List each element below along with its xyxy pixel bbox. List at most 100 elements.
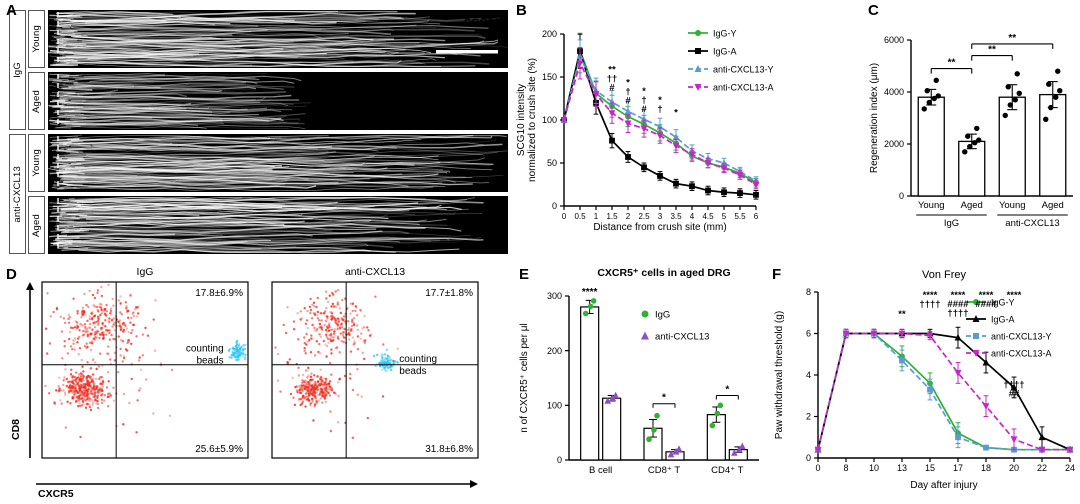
svg-text:4.5: 4.5 [702, 212, 714, 221]
svg-text:anti-CXCL13-Y: anti-CXCL13-Y [713, 64, 774, 74]
svg-text:1.5: 1.5 [606, 212, 618, 221]
svg-text:Young: Young [999, 200, 1026, 211]
svg-text:CXCR5⁺ cells in aged DRG: CXCR5⁺ cells in aged DRG [597, 267, 730, 279]
svg-text:5: 5 [722, 212, 727, 221]
micrograph-fibers: SCG10 [48, 10, 508, 68]
svg-text:††: †† [607, 74, 618, 85]
svg-text:Von Frey: Von Frey [922, 269, 967, 281]
svg-text:IgG: IgG [655, 309, 670, 320]
svg-text:2: 2 [806, 412, 811, 422]
panel-label-d: D [6, 266, 17, 283]
svg-text:anti-CXCL13-Y: anti-CXCL13-Y [991, 331, 1052, 341]
svg-text:13: 13 [897, 463, 907, 473]
svg-text:Paw withdrawal threshold (g): Paw withdrawal threshold (g) [774, 311, 785, 439]
svg-text:counting: counting [186, 343, 224, 354]
svg-text:100: 100 [542, 115, 557, 125]
svg-text:††††: †††† [947, 308, 968, 319]
panel-a-micrographs: SCG10 IgG anti-CXCL13 Young Aged Young A… [0, 0, 512, 262]
svg-text:Aged: Aged [961, 200, 983, 211]
svg-text:0: 0 [557, 455, 562, 465]
panel-label-e: E [519, 266, 530, 283]
svg-text:Day after injury: Day after injury [910, 480, 977, 491]
svg-text:IgG-A: IgG-A [991, 314, 1015, 324]
svg-text:17.8±6.9%: 17.8±6.9% [195, 288, 243, 299]
svg-text:CD8: CD8 [10, 419, 22, 440]
svg-text:anti-CXCL13: anti-CXCL13 [345, 266, 405, 278]
svg-text:††††: †††† [919, 299, 940, 310]
svg-text:200: 200 [542, 29, 557, 39]
svg-text:#: # [641, 104, 647, 115]
svg-text:SCG10 intensity: SCG10 intensity [516, 84, 527, 156]
treatment-label-anti-cxcl13: anti-CXCL13 [12, 165, 23, 223]
svg-text:5.5: 5.5 [734, 212, 746, 221]
svg-text:counting: counting [399, 354, 437, 365]
svg-text:0: 0 [899, 191, 904, 201]
svg-text:†: † [625, 87, 630, 98]
svg-text:CD4⁺ T: CD4⁺ T [711, 465, 743, 476]
svg-text:****: **** [1007, 290, 1022, 301]
svg-text:*: * [642, 86, 646, 97]
chart-D: IgG17.8±6.9%25.6±5.9%countingbeadsanti-C… [10, 266, 479, 500]
svg-text:Regeneration index (μm): Regeneration index (μm) [869, 63, 880, 173]
svg-text:#: # [625, 96, 631, 107]
svg-text:IgG-Y: IgG-Y [713, 28, 737, 38]
svg-text:2: 2 [626, 212, 631, 221]
svg-text:*: * [658, 95, 662, 106]
svg-text:0: 0 [815, 463, 820, 473]
svg-text:300: 300 [547, 291, 562, 301]
svg-text:20: 20 [1009, 463, 1019, 473]
svg-text:8: 8 [843, 463, 848, 473]
svg-text:††††: †††† [1003, 379, 1024, 390]
svg-text:17.7±1.8%: 17.7±1.8% [425, 288, 473, 299]
svg-text:†: † [641, 95, 646, 106]
svg-text:0: 0 [806, 453, 811, 463]
svg-text:anti-CXCL13-A: anti-CXCL13-A [991, 348, 1052, 358]
panel-label-a: A [6, 2, 17, 19]
panel-b-scg10-line-chart: 0 50 100 150 200 0 0.5 1 1.5 2 2.5 3 3.5 4 4.5 5 5.5 6 Dis… [516, 28, 774, 233]
treatment-group-box-igg: IgG [9, 10, 26, 130]
svg-text:17: 17 [953, 463, 963, 473]
age-label-young-2: Young [31, 149, 42, 177]
panel-d-flow-cytometry: IgG17.8±6.9%25.6±5.9%countingbeadsanti-C… [10, 266, 479, 500]
svg-text:IgG: IgG [944, 218, 959, 229]
svg-text:*: * [662, 393, 666, 404]
svg-text:*: * [626, 78, 630, 89]
micrograph-fibers [48, 196, 508, 254]
treatment-label-igg: IgG [12, 62, 23, 78]
svg-text:25.6±5.9%: 25.6±5.9% [195, 444, 243, 455]
panel-label-b: B [516, 2, 527, 19]
svg-text:Young: Young [918, 200, 945, 211]
age-label-aged-2: Aged [31, 213, 42, 237]
svg-text:beads: beads [196, 355, 223, 366]
svg-text:50: 50 [547, 158, 557, 168]
svg-text:31.8±6.8%: 31.8±6.8% [425, 444, 473, 455]
svg-text:0: 0 [562, 212, 567, 221]
svg-text:18: 18 [981, 463, 991, 473]
svg-text:B cell: B cell [589, 465, 612, 476]
svg-text:6: 6 [806, 329, 811, 339]
svg-text:200: 200 [547, 346, 562, 356]
svg-text:Distance from crush site (mm): Distance from crush site (mm) [593, 222, 726, 233]
svg-text:3.5: 3.5 [670, 212, 682, 221]
svg-text:****: **** [582, 287, 598, 298]
svg-text:10: 10 [869, 463, 879, 473]
svg-text:4: 4 [690, 212, 695, 221]
svg-text:*: * [674, 108, 678, 119]
svg-text:normalized to crush site (%): normalized to crush site (%) [527, 58, 538, 182]
age-box-aged-1: Aged [28, 72, 45, 130]
micrograph-anticxcl13-young [48, 134, 508, 192]
panel-label-c: C [868, 2, 879, 19]
svg-text:****: **** [979, 290, 994, 301]
micrograph-fibers [48, 72, 508, 130]
svg-text:####: #### [975, 299, 997, 310]
chart-E: 0 100 200 300 CXCR5⁺ cells in aged DRG B cell… [519, 267, 759, 476]
svg-text:**: ** [988, 45, 996, 56]
svg-text:*: * [725, 384, 729, 395]
svg-text:SCG10: SCG10 [464, 17, 500, 29]
svg-text:**: ** [608, 65, 616, 76]
svg-text:anti-CXCL13: anti-CXCL13 [655, 331, 709, 342]
